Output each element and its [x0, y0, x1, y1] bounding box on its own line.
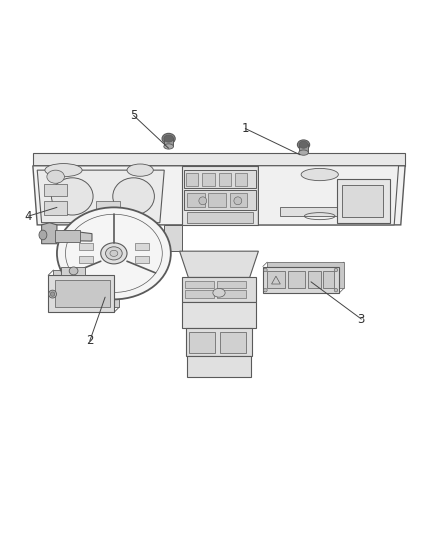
Ellipse shape — [101, 243, 127, 264]
Ellipse shape — [234, 197, 242, 205]
Bar — [342, 184, 383, 217]
Bar — [186, 173, 198, 186]
Bar — [230, 193, 247, 207]
Ellipse shape — [50, 292, 55, 296]
Bar — [164, 138, 173, 147]
Bar — [135, 243, 149, 250]
Polygon shape — [33, 166, 405, 225]
Polygon shape — [53, 270, 119, 307]
Bar — [61, 266, 85, 275]
Ellipse shape — [47, 170, 64, 183]
Ellipse shape — [106, 247, 122, 260]
Polygon shape — [182, 166, 258, 225]
Polygon shape — [33, 152, 405, 166]
Ellipse shape — [334, 268, 338, 272]
Text: 5: 5 — [130, 109, 137, 122]
Ellipse shape — [110, 251, 118, 256]
Bar — [187, 356, 251, 377]
Bar — [280, 207, 357, 216]
Bar — [187, 212, 253, 223]
Ellipse shape — [57, 207, 171, 300]
Bar — [79, 243, 93, 250]
Bar — [308, 271, 321, 288]
Bar — [186, 328, 252, 356]
Bar — [185, 280, 214, 288]
Bar — [217, 290, 246, 298]
Bar — [288, 271, 305, 288]
Bar — [55, 230, 80, 242]
Ellipse shape — [299, 150, 308, 155]
Bar — [219, 173, 231, 186]
Polygon shape — [42, 223, 57, 244]
Bar — [44, 184, 67, 197]
Bar — [79, 256, 93, 263]
Polygon shape — [37, 170, 164, 223]
Bar — [267, 271, 285, 288]
Ellipse shape — [45, 164, 82, 177]
Bar — [263, 266, 339, 293]
Ellipse shape — [52, 178, 93, 215]
Bar — [48, 275, 114, 312]
Polygon shape — [267, 262, 344, 288]
Text: 2: 2 — [86, 335, 94, 348]
Ellipse shape — [199, 197, 207, 205]
Bar — [96, 201, 120, 209]
Bar — [182, 278, 256, 302]
Bar — [337, 179, 390, 223]
Ellipse shape — [162, 133, 175, 144]
Bar — [187, 193, 205, 207]
Bar — [185, 290, 214, 298]
Bar — [208, 193, 226, 207]
Bar — [184, 190, 256, 209]
Bar — [220, 332, 246, 353]
Ellipse shape — [39, 230, 47, 240]
Ellipse shape — [127, 164, 153, 176]
Bar — [184, 170, 256, 188]
Bar — [135, 256, 149, 263]
Ellipse shape — [49, 290, 57, 298]
Bar — [202, 173, 215, 186]
Text: 4: 4 — [25, 209, 32, 223]
Polygon shape — [164, 225, 182, 251]
Polygon shape — [44, 231, 92, 241]
Ellipse shape — [66, 214, 162, 293]
Ellipse shape — [164, 144, 173, 149]
Ellipse shape — [213, 288, 225, 297]
Text: 3: 3 — [358, 312, 365, 326]
Bar — [44, 201, 67, 215]
Bar — [217, 280, 246, 288]
Bar — [235, 173, 247, 186]
Ellipse shape — [113, 178, 154, 215]
Ellipse shape — [264, 268, 267, 272]
Polygon shape — [180, 251, 258, 278]
Polygon shape — [258, 166, 399, 225]
Ellipse shape — [334, 288, 338, 292]
Bar — [55, 280, 110, 307]
Ellipse shape — [297, 140, 310, 150]
Ellipse shape — [301, 168, 338, 181]
Bar — [189, 332, 215, 353]
Bar — [323, 271, 334, 288]
Bar — [182, 302, 256, 328]
Ellipse shape — [264, 288, 267, 292]
Text: 1: 1 — [241, 122, 249, 135]
Bar — [299, 144, 308, 152]
Ellipse shape — [299, 141, 308, 148]
Ellipse shape — [164, 135, 173, 142]
Ellipse shape — [69, 267, 78, 275]
